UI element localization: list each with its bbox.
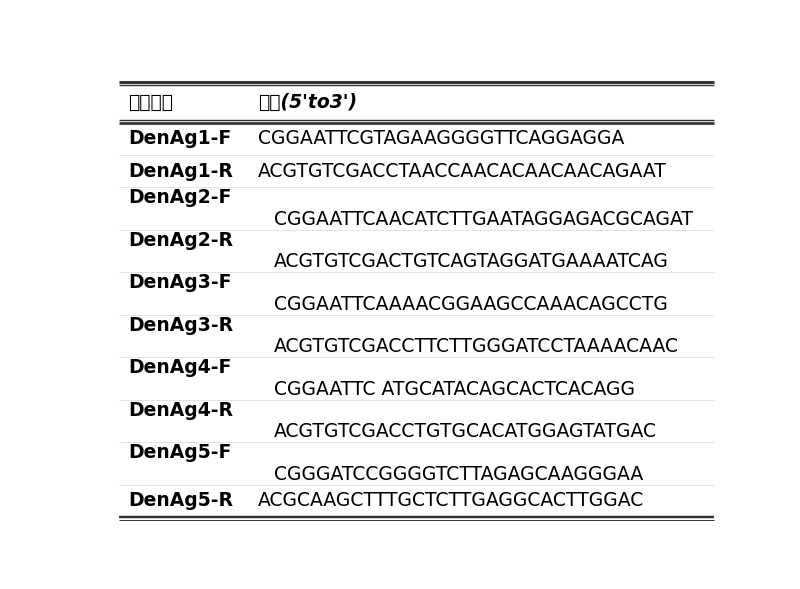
Text: CGGAATTCAAAACGGAAGCCAAACAGCCTG: CGGAATTCAAAACGGAAGCCAAACAGCCTG [274, 294, 667, 314]
Text: DenAg5-R: DenAg5-R [128, 491, 233, 511]
Text: DenAg3-F: DenAg3-F [128, 273, 231, 292]
Text: ACGCAAGCTTTGCTCTTGAGGCACTTGGAC: ACGCAAGCTTTGCTCTTGAGGCACTTGGAC [258, 491, 644, 511]
Text: DenAg3-R: DenAg3-R [128, 316, 233, 335]
Text: DenAg4-R: DenAg4-R [128, 401, 233, 420]
Text: DenAg2-F: DenAg2-F [128, 188, 231, 207]
Text: DenAg1-R: DenAg1-R [128, 161, 233, 181]
Text: ACGTGTCGACCTAACCAACACAACAACAGAAT: ACGTGTCGACCTAACCAACACAACAACAGAAT [258, 161, 667, 181]
Text: CGGAATTCAACATCTTGAATAGGAGACGCAGAT: CGGAATTCAACATCTTGAATAGGAGACGCAGAT [274, 210, 693, 229]
Text: 引物名称: 引物名称 [128, 92, 173, 111]
Text: ACGTGTCGACCTTCTTGGGATCCTAAAACAAC: ACGTGTCGACCTTCTTGGGATCCTAAAACAAC [274, 337, 678, 356]
Text: CGGAATTC ATGCATACAGCACTCACAGG: CGGAATTC ATGCATACAGCACTCACAGG [274, 380, 634, 399]
Text: ACGTGTCGACTGTCAGTAGGATGAAAATCAG: ACGTGTCGACTGTCAGTAGGATGAAAATCAG [274, 252, 669, 271]
Text: ACGTGTCGACCTGTGCACATGGAGTATGAC: ACGTGTCGACCTGTGCACATGGAGTATGAC [274, 422, 657, 441]
Text: DenAg5-F: DenAg5-F [128, 444, 231, 462]
Text: CGGGATCCGGGGTCTTAGAGCAAGGGAA: CGGGATCCGGGGTCTTAGAGCAAGGGAA [274, 465, 643, 484]
Text: CGGAATTCGTAGAAGGGGTTCAGGAGGA: CGGAATTCGTAGAAGGGGTTCAGGAGGA [258, 130, 625, 148]
Text: 序列(5'to3'): 序列(5'to3') [258, 92, 358, 111]
Text: DenAg4-F: DenAg4-F [128, 359, 231, 378]
Text: DenAg1-F: DenAg1-F [128, 130, 231, 148]
Text: DenAg2-R: DenAg2-R [128, 231, 233, 250]
